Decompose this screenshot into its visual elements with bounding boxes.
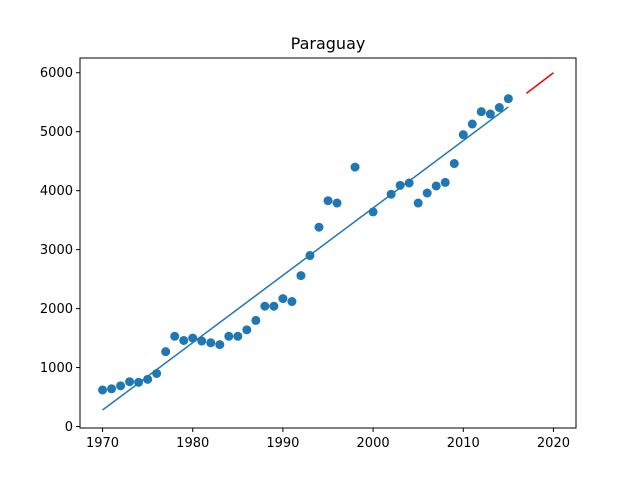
chart-title: Paraguay <box>291 34 366 53</box>
data-point <box>296 271 306 281</box>
data-point <box>287 297 297 307</box>
data-point <box>485 109 495 119</box>
y-tick-label: 0 <box>65 420 73 435</box>
data-point <box>440 177 450 187</box>
data-point <box>206 338 216 348</box>
data-point <box>251 315 261 325</box>
data-point <box>503 94 513 104</box>
x-tick-label: 2020 <box>537 436 570 451</box>
data-point <box>323 196 333 206</box>
data-point <box>197 336 207 346</box>
data-point <box>278 294 288 304</box>
x-axis: 1970 1980 1990 2000 2010 2020 <box>86 428 570 451</box>
y-tick-label: 4000 <box>40 184 73 199</box>
y-tick-label: 1000 <box>40 361 73 376</box>
y-tick-label: 6000 <box>40 66 73 81</box>
data-point <box>233 331 243 341</box>
data-point <box>431 181 441 191</box>
data-point <box>458 130 468 140</box>
data-point <box>449 159 459 169</box>
data-point <box>350 162 360 172</box>
x-tick-label: 2000 <box>357 436 390 451</box>
data-point <box>260 301 270 311</box>
y-tick-label: 5000 <box>40 125 73 140</box>
data-point <box>161 347 171 357</box>
data-point <box>413 198 423 208</box>
data-point <box>125 377 135 387</box>
axes-frame <box>79 57 577 429</box>
data-point <box>170 331 180 341</box>
projection-line <box>525 72 554 94</box>
data-point <box>467 119 477 129</box>
data-point <box>116 381 126 391</box>
data-point <box>224 331 234 341</box>
data-point <box>314 222 324 232</box>
data-point <box>494 103 504 113</box>
data-point <box>215 340 225 350</box>
y-tick-label: 2000 <box>40 302 73 317</box>
x-tick-label: 1970 <box>86 436 119 451</box>
data-point <box>269 301 279 311</box>
x-tick-label: 2010 <box>447 436 480 451</box>
data-point <box>476 107 486 117</box>
y-axis: 0 1000 2000 3000 4000 5000 6000 <box>40 66 80 435</box>
data-point <box>422 188 432 198</box>
x-tick-label: 1980 <box>176 436 209 451</box>
plot-area <box>98 72 554 411</box>
data-point <box>107 384 117 394</box>
data-point <box>242 325 252 335</box>
y-tick-label: 3000 <box>40 243 73 258</box>
data-point <box>404 178 414 188</box>
trend-line <box>102 106 509 411</box>
data-point <box>98 385 108 395</box>
x-tick-label: 1990 <box>266 436 299 451</box>
data-point <box>395 180 405 190</box>
data-point <box>332 198 342 208</box>
data-point <box>179 335 189 345</box>
